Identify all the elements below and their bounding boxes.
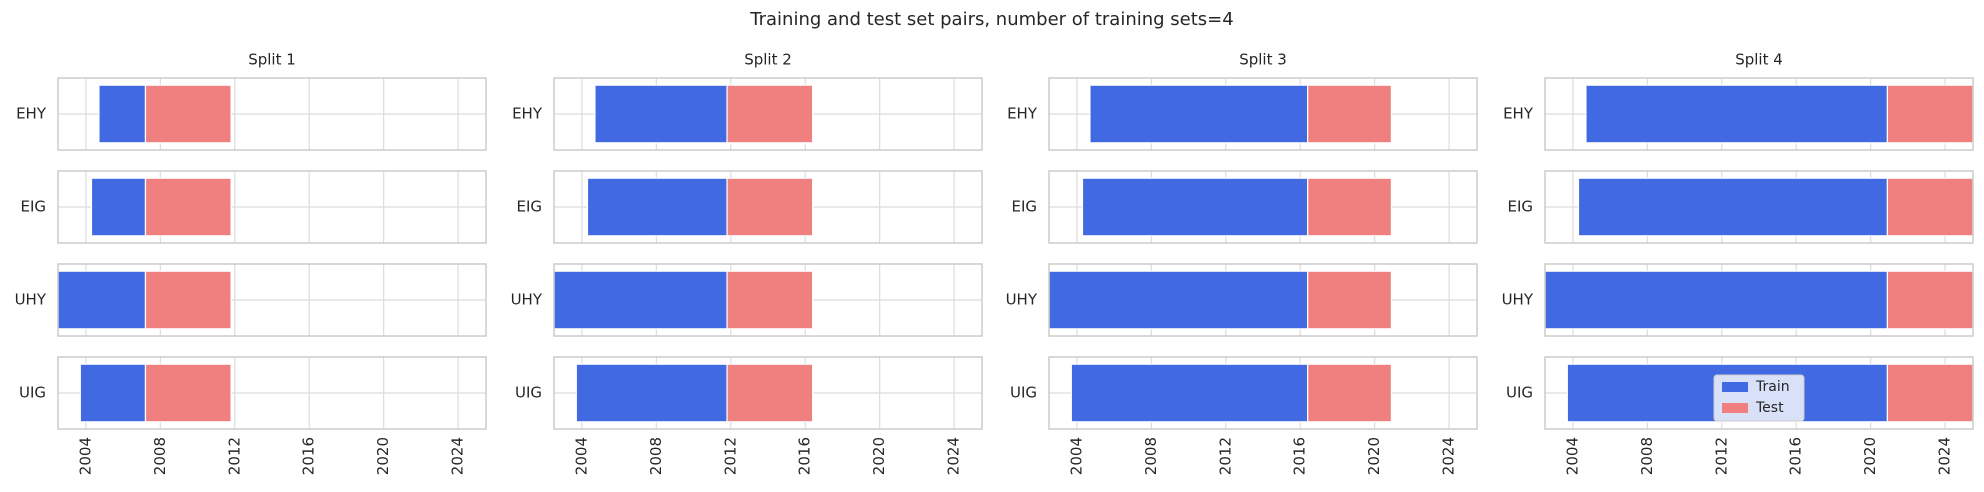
x-tick-label: 2020 — [870, 437, 888, 475]
axes-frame — [57, 356, 487, 430]
test-bar — [726, 270, 814, 330]
y-tick-label: EIG — [516, 198, 542, 216]
axes-frame — [553, 77, 983, 151]
x-tick-label: 2004 — [1563, 437, 1581, 475]
x-tick-label: 2004 — [1067, 437, 1085, 475]
y-tick-label: UIG — [515, 384, 542, 402]
train-bar — [586, 177, 728, 237]
test-bar — [1886, 270, 1974, 330]
test-bar — [1307, 270, 1393, 330]
x-tick-label: 2008 — [647, 437, 665, 475]
x-tick-label: 2024 — [1936, 437, 1954, 475]
legend-label: Test — [1755, 400, 1784, 416]
y-tick-label: EHY — [1503, 105, 1534, 123]
train-bar — [575, 363, 728, 423]
y-tick-label: UIG — [19, 384, 46, 402]
train-bar — [594, 84, 728, 144]
y-tick-label: EHY — [1007, 105, 1038, 123]
axes-frame — [553, 263, 983, 337]
y-tick-label: UIG — [1010, 384, 1037, 402]
x-tick-label: 2012 — [225, 437, 243, 475]
test-bar — [144, 177, 232, 237]
subplot-title: Split 3 — [1239, 51, 1287, 69]
axes-frame — [1048, 170, 1478, 244]
y-tick-label: EIG — [20, 198, 46, 216]
x-tick-label: 2012 — [1216, 437, 1234, 475]
train-bar — [98, 84, 147, 144]
x-tick-label: 2012 — [1712, 437, 1730, 475]
train-bar — [553, 270, 728, 330]
y-tick-label: UHY — [1502, 291, 1534, 309]
train-bar — [1577, 177, 1888, 237]
test-bar — [1307, 84, 1393, 144]
x-tick-label: 2016 — [1291, 437, 1309, 475]
axes-frame — [57, 263, 487, 337]
axes-frame — [57, 77, 487, 151]
train-bar — [90, 177, 147, 237]
x-tick-label: 2016 — [796, 437, 814, 475]
y-tick-label: EIG — [1507, 198, 1533, 216]
test-bar — [726, 84, 814, 144]
test-bar — [1886, 84, 1974, 144]
y-tick-label: EIG — [1011, 198, 1037, 216]
y-tick-label: UHY — [1006, 291, 1038, 309]
y-tick-label: EHY — [16, 105, 47, 123]
x-tick-label: 2004 — [572, 437, 590, 475]
x-tick-label: 2012 — [721, 437, 739, 475]
train-bar — [79, 363, 147, 423]
axes-frame — [1048, 263, 1478, 337]
axes-frame — [553, 170, 983, 244]
test-bar — [144, 270, 232, 330]
y-tick-label: UIG — [1506, 384, 1533, 402]
test-bar — [1307, 363, 1393, 423]
axes-frame — [1544, 170, 1974, 244]
train-bar — [1070, 363, 1309, 423]
axes-frame — [553, 356, 983, 430]
subplot-title: Split 1 — [248, 51, 296, 69]
legend-swatch — [1722, 403, 1748, 413]
test-bar — [726, 177, 814, 237]
test-bar — [1886, 177, 1974, 237]
test-bar — [726, 363, 814, 423]
x-tick-label: 2008 — [1638, 437, 1656, 475]
x-tick-label: 2024 — [1440, 437, 1458, 475]
x-tick-label: 2020 — [1365, 437, 1383, 475]
test-bar — [144, 363, 232, 423]
legend-label: Train — [1755, 379, 1790, 395]
subplot-title: Split 2 — [744, 51, 792, 69]
axes-frame — [1544, 263, 1974, 337]
x-tick-label: 2008 — [151, 437, 169, 475]
x-tick-label: 2016 — [300, 437, 318, 475]
train-bar — [1048, 270, 1309, 330]
x-tick-label: 2020 — [1861, 437, 1879, 475]
axes-frame — [1544, 77, 1974, 151]
train-bar — [1089, 84, 1309, 144]
chart-title: Training and test set pairs, number of t… — [749, 9, 1233, 30]
y-tick-label: EHY — [512, 105, 543, 123]
x-tick-label: 2024 — [945, 437, 963, 475]
x-tick-label: 2016 — [1787, 437, 1805, 475]
train-bar — [1585, 84, 1888, 144]
x-tick-label: 2004 — [76, 437, 94, 475]
legend-swatch — [1722, 382, 1748, 392]
subplot-title: Split 4 — [1735, 51, 1783, 69]
y-tick-label: UHY — [15, 291, 47, 309]
train-bar — [1544, 270, 1888, 330]
train-bar — [1081, 177, 1309, 237]
test-bar — [144, 84, 232, 144]
x-tick-label: 2020 — [374, 437, 392, 475]
axes-frame — [57, 170, 487, 244]
y-tick-label: UHY — [511, 291, 543, 309]
train-bar — [57, 270, 147, 330]
axes-frame — [1048, 356, 1478, 430]
axes-frame — [1048, 77, 1478, 151]
x-tick-label: 2024 — [449, 437, 467, 475]
test-bar — [1886, 363, 1974, 423]
test-bar — [1307, 177, 1393, 237]
x-tick-label: 2008 — [1142, 437, 1160, 475]
axes-frame — [1544, 356, 1974, 430]
